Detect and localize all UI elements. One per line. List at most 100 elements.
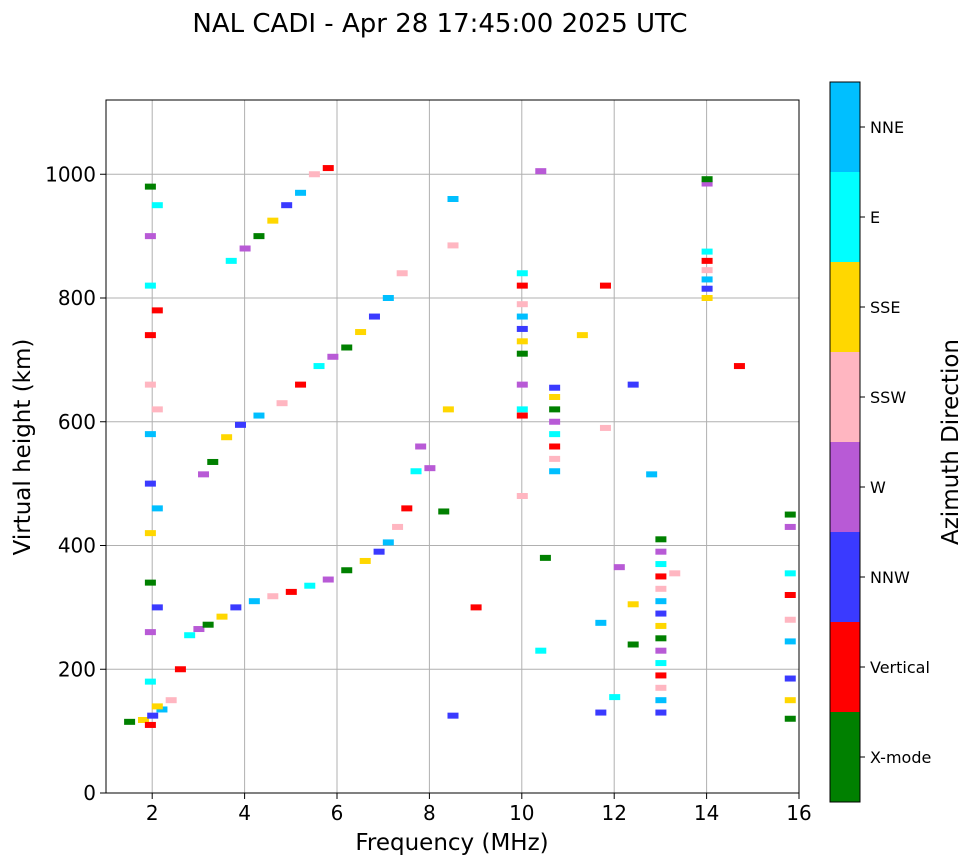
data-point bbox=[151, 505, 163, 512]
data-point bbox=[144, 480, 156, 487]
y-tick-label: 0 bbox=[83, 781, 96, 805]
data-point bbox=[144, 629, 156, 636]
x-tick-label: 8 bbox=[423, 801, 436, 825]
data-point bbox=[784, 638, 796, 645]
data-point bbox=[655, 561, 667, 568]
data-point bbox=[655, 573, 667, 580]
y-axis: 0 200 400 600 800 1000 bbox=[45, 162, 106, 805]
data-point bbox=[701, 267, 713, 274]
x-tick-label: 6 bbox=[331, 801, 344, 825]
data-point bbox=[655, 672, 667, 679]
data-point bbox=[225, 257, 237, 264]
colorbar-segment bbox=[830, 622, 860, 712]
data-point bbox=[655, 684, 667, 691]
data-point bbox=[322, 576, 334, 583]
data-point bbox=[216, 613, 228, 620]
data-point bbox=[655, 647, 667, 654]
y-tick-label: 200 bbox=[58, 657, 96, 681]
colorbar-segment bbox=[830, 532, 860, 622]
data-point bbox=[144, 381, 156, 388]
data-point bbox=[655, 585, 667, 592]
colorbar-tick-label: SSW bbox=[870, 388, 906, 407]
x-tick-label: 10 bbox=[509, 801, 534, 825]
data-point bbox=[144, 721, 156, 728]
data-point bbox=[516, 338, 528, 345]
y-axis-label: Virtual height (km) bbox=[10, 339, 36, 556]
data-point bbox=[230, 604, 242, 611]
y-tick-label: 600 bbox=[58, 410, 96, 434]
data-point bbox=[516, 282, 528, 289]
data-point bbox=[410, 468, 422, 475]
grid-lines bbox=[106, 100, 800, 794]
data-point bbox=[156, 706, 168, 713]
data-point bbox=[447, 242, 459, 249]
colorbar-tick-label: E bbox=[870, 208, 880, 227]
data-point bbox=[239, 245, 251, 252]
data-point bbox=[392, 523, 404, 530]
data-point bbox=[147, 712, 159, 719]
colorbar-tick-label: NNE bbox=[870, 118, 904, 137]
data-point bbox=[549, 418, 561, 425]
y-tick-label: 1000 bbox=[45, 162, 96, 186]
data-point bbox=[144, 431, 156, 438]
data-point bbox=[701, 276, 713, 283]
data-point bbox=[516, 381, 528, 388]
colorbar-label: Azimuth Direction bbox=[938, 339, 964, 545]
data-point bbox=[549, 384, 561, 391]
data-point bbox=[202, 621, 214, 628]
colorbar-tick-label: SSE bbox=[870, 298, 900, 317]
y-tick-label: 800 bbox=[58, 286, 96, 310]
data-point bbox=[151, 307, 163, 314]
data-point bbox=[539, 554, 551, 561]
data-point bbox=[322, 165, 334, 172]
data-point bbox=[341, 344, 353, 351]
data-point bbox=[382, 295, 394, 301]
data-point bbox=[144, 183, 156, 190]
data-point bbox=[784, 570, 796, 577]
data-point bbox=[646, 471, 658, 478]
data-point bbox=[341, 567, 353, 574]
data-point bbox=[609, 694, 621, 701]
data-point bbox=[382, 539, 394, 546]
data-point bbox=[327, 353, 339, 360]
data-point bbox=[253, 412, 265, 419]
colorbar-segment bbox=[830, 352, 860, 442]
data-point bbox=[784, 697, 796, 704]
data-point bbox=[784, 675, 796, 682]
data-point bbox=[595, 709, 607, 716]
colorbar-tick-label: Vertical bbox=[870, 658, 930, 677]
data-point bbox=[613, 564, 625, 571]
colorbar-tick-label: NNW bbox=[870, 568, 910, 587]
data-point bbox=[516, 270, 528, 277]
data-point bbox=[576, 332, 588, 339]
data-point bbox=[599, 424, 611, 431]
colorbar: X-mode Vertical NNW W SSW SSE E NNE bbox=[829, 81, 931, 803]
data-point bbox=[304, 582, 316, 589]
data-point bbox=[655, 610, 667, 617]
data-point bbox=[276, 400, 288, 407]
chart-title: NAL CADI - Apr 28 17:45:00 2025 UTC bbox=[192, 9, 687, 39]
data-point bbox=[655, 548, 667, 555]
data-point bbox=[281, 202, 293, 209]
data-point bbox=[151, 703, 163, 710]
data-point bbox=[285, 588, 297, 595]
x-axis: 2 4 6 8 10 12 14 16 bbox=[146, 793, 812, 825]
data-point bbox=[174, 666, 186, 673]
data-point bbox=[124, 718, 136, 725]
data-point bbox=[516, 301, 528, 308]
data-point bbox=[151, 406, 163, 413]
data-point bbox=[144, 282, 156, 289]
data-point bbox=[401, 505, 413, 512]
data-point bbox=[701, 180, 713, 187]
data-point bbox=[221, 434, 233, 441]
data-point bbox=[144, 530, 156, 537]
data-point bbox=[655, 622, 667, 629]
data-point bbox=[655, 635, 667, 642]
data-point bbox=[447, 712, 459, 719]
data-point bbox=[267, 217, 279, 224]
data-point bbox=[784, 523, 796, 530]
data-point bbox=[470, 604, 482, 611]
data-point bbox=[144, 579, 156, 586]
colorbar-segment bbox=[830, 442, 860, 532]
data-point bbox=[248, 598, 260, 605]
